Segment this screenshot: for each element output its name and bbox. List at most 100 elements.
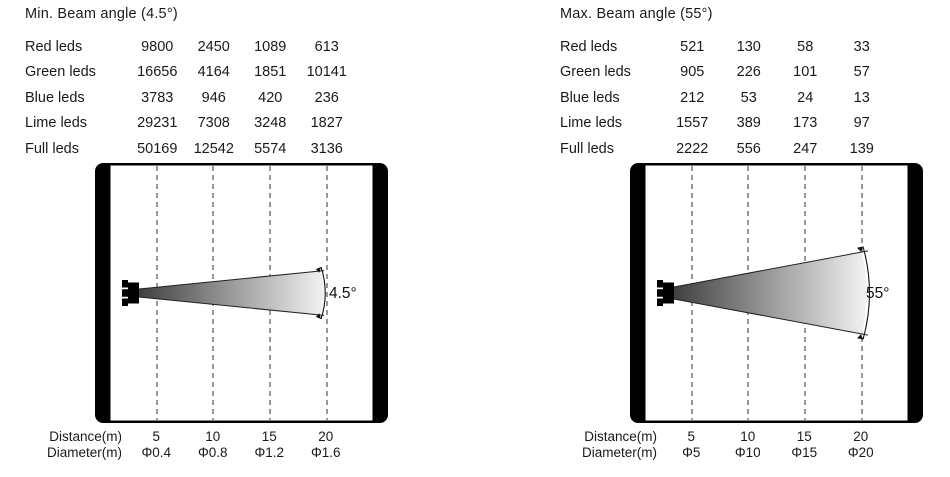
diameter-value: Φ15	[791, 445, 818, 460]
panel-min-beam: Min. Beam angle (4.5°) Red leds 9800 245…	[10, 0, 470, 477]
row-label: Full leds	[560, 140, 614, 157]
distance-value: 5	[152, 429, 160, 444]
wall-bar-right	[907, 164, 922, 422]
beam-diagram-max: 55°	[630, 163, 923, 423]
distance-value: 15	[261, 429, 277, 444]
panel-max-beam: Max. Beam angle (55°) Red leds 521 130 5…	[545, 0, 950, 477]
led-value: 5574	[254, 140, 287, 157]
led-value: 13	[853, 89, 870, 106]
arc-arrowheads	[315, 267, 321, 319]
diameter-value: Φ0.8	[197, 445, 228, 460]
led-value: 12542	[193, 140, 234, 157]
table-row: Lime leds 29231 7308 3248 1827	[10, 111, 470, 137]
distance-row: Distance(m) 5 10 15 20	[545, 429, 950, 445]
beam-edge-lines	[673, 250, 869, 336]
wall-bar-right	[372, 164, 387, 422]
diameter-value: Φ0.4	[141, 445, 172, 460]
light-fixture-icon	[657, 280, 674, 306]
row-label: Lime leds	[25, 115, 88, 132]
diameter-row: Diameter(m) Φ0.4 Φ0.8 Φ1.2 Φ1.6	[10, 445, 478, 461]
diameter-row: Diameter(m) Φ5 Φ10 Φ15 Φ20	[545, 445, 950, 461]
led-value: 389	[736, 115, 761, 132]
led-value: 521	[680, 38, 705, 55]
distance-axis-label: Distance(m)	[49, 429, 122, 444]
led-value: 556	[736, 140, 761, 157]
angle-arc	[320, 266, 326, 320]
led-value: 3136	[310, 140, 343, 157]
distance-value: 20	[853, 429, 869, 444]
arc-arrowheads	[857, 246, 863, 340]
diameter-value: Φ1.2	[254, 445, 285, 460]
led-value: 1851	[254, 64, 287, 81]
row-label: Full leds	[25, 140, 79, 157]
led-value: 3783	[141, 89, 174, 106]
row-label: Blue leds	[560, 89, 620, 106]
led-value: 16656	[137, 64, 178, 81]
led-value: 24	[797, 89, 814, 106]
wall-bar-left	[631, 164, 646, 422]
diameter-axis-label: Diameter(m)	[46, 445, 122, 460]
led-value: 7308	[197, 115, 230, 132]
led-value: 58	[797, 38, 814, 55]
distance-value: 10	[740, 429, 756, 444]
led-value: 9800	[141, 38, 174, 55]
distance-value: 20	[318, 429, 334, 444]
led-value: 97	[853, 115, 870, 132]
table-row: Red leds 521 130 58 33	[545, 34, 950, 60]
table-row: Green leds 905 226 101 57	[545, 60, 950, 86]
diameter-value: Φ20	[847, 445, 874, 460]
led-value: 247	[793, 140, 818, 157]
row-label: Green leds	[25, 64, 96, 81]
beam-edge-lines	[138, 270, 325, 316]
led-value: 50169	[137, 140, 178, 157]
led-value: 139	[849, 140, 874, 157]
led-value: 905	[680, 64, 705, 81]
light-fixture-icon	[122, 280, 139, 306]
led-value: 226	[736, 64, 761, 81]
led-value: 29231	[137, 115, 178, 132]
diameter-value: Φ5	[682, 445, 701, 460]
led-value: 53	[740, 89, 757, 106]
led-value: 613	[314, 38, 339, 55]
led-value: 946	[201, 89, 226, 106]
beam-cone	[139, 271, 324, 315]
led-value: 236	[314, 89, 339, 106]
table-row: Red leds 9800 2450 1089 613	[10, 34, 470, 60]
angle-label: 4.5°	[329, 285, 357, 302]
led-value: 2222	[676, 140, 709, 157]
led-value: 57	[853, 64, 870, 81]
row-label: Lime leds	[560, 115, 623, 132]
led-value: 33	[853, 38, 870, 55]
led-intensity-table: Red leds 9800 2450 1089 613 Green leds 1…	[10, 34, 470, 162]
angle-label: 55°	[866, 285, 889, 302]
distance-value: 10	[205, 429, 221, 444]
row-label: Blue leds	[25, 89, 85, 106]
diameter-value: Φ1.6	[310, 445, 341, 460]
diameter-axis-label: Diameter(m)	[581, 445, 657, 460]
led-value: 3248	[254, 115, 287, 132]
distance-row: Distance(m) 5 10 15 20	[10, 429, 478, 445]
table-row: Lime leds 1557 389 173 97	[545, 111, 950, 137]
led-value: 2450	[197, 38, 230, 55]
table-row: Full leds 2222 556 247 139	[545, 136, 950, 162]
table-row: Green leds 16656 4164 1851 10141	[10, 60, 470, 86]
led-value: 4164	[197, 64, 230, 81]
panel-title: Min. Beam angle (4.5°)	[25, 6, 178, 22]
distance-value: 5	[687, 429, 695, 444]
table-row: Blue leds 212 53 24 13	[545, 85, 950, 111]
led-value: 212	[680, 89, 705, 106]
led-value: 130	[736, 38, 761, 55]
led-intensity-table: Red leds 521 130 58 33 Green leds 905 22…	[545, 34, 950, 162]
led-value: 10141	[306, 64, 347, 81]
led-value: 173	[793, 115, 818, 132]
led-value: 101	[793, 64, 818, 81]
beam-cone	[674, 252, 867, 334]
table-row: Blue leds 3783 946 420 236	[10, 85, 470, 111]
angle-arc	[862, 246, 871, 340]
row-label: Green leds	[560, 64, 631, 81]
beam-diagram-min: 4.5°	[95, 163, 388, 423]
distance-value: 15	[796, 429, 812, 444]
led-value: 420	[258, 89, 283, 106]
distance-axis-label: Distance(m)	[584, 429, 657, 444]
